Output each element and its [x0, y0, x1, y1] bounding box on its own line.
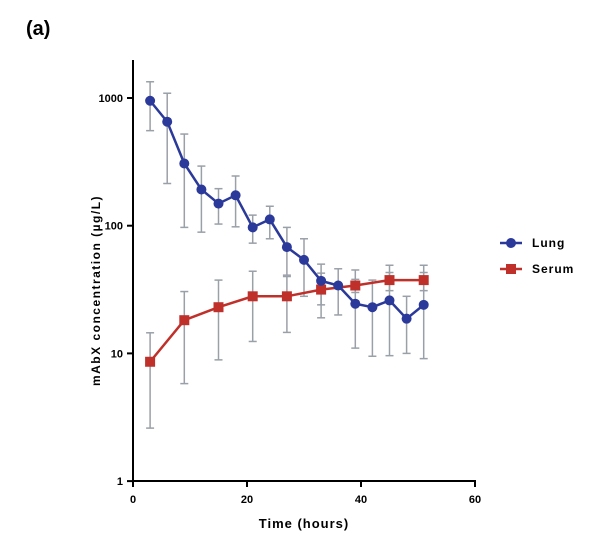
data-point-lung: [418, 299, 429, 310]
data-point-lung: [213, 198, 224, 209]
data-point-lung: [367, 302, 378, 313]
data-point-serum: [384, 275, 395, 286]
x-axis-label: Time (hours): [259, 516, 350, 531]
data-point-serum: [350, 280, 361, 291]
x-tick-label: 20: [241, 494, 253, 506]
data-point-lung: [281, 242, 292, 253]
panel-label: (a): [26, 18, 51, 40]
x-tick-label: 40: [355, 494, 367, 506]
data-point-serum: [213, 302, 224, 313]
y-tick-label: 1000: [99, 93, 123, 105]
data-point-lung: [299, 254, 309, 265]
legend-marker: [506, 264, 516, 274]
data-point-lung: [264, 214, 275, 225]
data-point-serum: [281, 291, 292, 302]
data-point-lung: [196, 184, 207, 195]
legend-marker: [506, 238, 516, 248]
data-point-serum: [179, 315, 190, 326]
data-point-lung: [247, 222, 258, 233]
y-axis-label: mAbX concentration (µg/L): [89, 195, 103, 386]
data-point-serum: [145, 356, 156, 367]
data-point-lung: [316, 275, 327, 286]
data-point-lung: [384, 295, 395, 306]
data-point-lung: [179, 158, 190, 169]
y-tick-label: 10: [111, 348, 123, 360]
x-tick-label: 60: [469, 494, 481, 506]
data-point-lung: [162, 116, 173, 127]
legend-label: Lung: [532, 236, 565, 250]
data-point-lung: [333, 280, 344, 291]
data-point-lung: [350, 298, 361, 309]
data-point-serum: [247, 291, 258, 302]
data-point-lung: [401, 313, 412, 324]
data-point-lung: [145, 95, 156, 106]
data-point-serum: [316, 284, 327, 295]
y-tick-label: 1: [117, 476, 123, 488]
legend-label: Serum: [532, 262, 574, 276]
y-tick-label: 100: [105, 221, 123, 233]
data-point-serum: [418, 275, 429, 286]
x-tick-label: 0: [130, 494, 136, 506]
data-point-lung: [230, 190, 241, 201]
